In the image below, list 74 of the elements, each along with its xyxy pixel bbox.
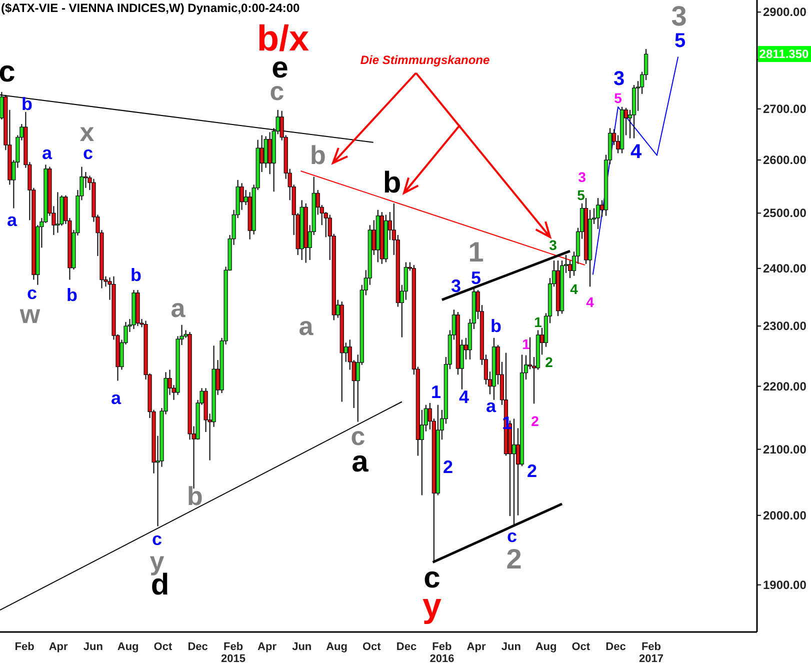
y-tick-label: 2600.00 [763, 153, 807, 167]
x-tick-label: Dec [188, 641, 208, 653]
x-tick-label: Jun [83, 641, 104, 653]
annotation: 4 [630, 141, 642, 163]
annotation: 4 [458, 387, 470, 407]
annotation: 4 [570, 281, 578, 297]
x-tick-label: Aug [117, 641, 139, 653]
x-tick-label: Oct [154, 641, 172, 653]
annotation: 4 [586, 294, 594, 310]
annotation: 2 [545, 354, 554, 370]
annotation: 2 [442, 457, 454, 477]
annotation: 1 [468, 236, 484, 268]
candlestick [596, 198, 600, 230]
chart-title: ($ATX-VIE - VIENNA INDICES,W) Dynamic,0:00-24:00 [1, 1, 300, 15]
annotation: Die Stimmungskanone [360, 53, 490, 67]
annotation: b [382, 166, 402, 200]
annotation: b [22, 94, 32, 114]
x-tick-label: Apr [48, 641, 69, 653]
x-tick-label: Dec [606, 641, 626, 653]
y-tick-label: 2700.00 [763, 102, 807, 116]
annotation: c [506, 526, 518, 546]
annotation: a [42, 143, 53, 163]
annotation: a [6, 210, 18, 230]
x-tick-label: Feb 2017 [638, 641, 664, 663]
candlestick [268, 132, 272, 175]
annotation: b [310, 140, 326, 170]
x-tick-label: Jun [292, 641, 312, 653]
x-tick-label: Feb 2015 [221, 641, 246, 663]
x-tick-label: Feb [14, 641, 35, 653]
x-tick-label: Feb 2016 [430, 641, 454, 663]
annotation: 5 [674, 30, 686, 52]
annotation: b [66, 285, 78, 305]
annotation: 1 [534, 314, 542, 330]
annotation: 5 [470, 268, 482, 288]
annotation: 2 [526, 461, 538, 481]
x-tick-label: Oct [572, 641, 590, 653]
x-tick-label: Apr [258, 641, 278, 653]
annotation: 3 [549, 237, 558, 253]
candlestick [56, 192, 60, 234]
annotation: b [490, 316, 502, 336]
annotation: b [187, 481, 203, 511]
annotation: a [298, 311, 314, 341]
x-tick-label: Aug [535, 641, 557, 653]
candlestick [264, 136, 268, 168]
x-tick-label: Apr [466, 641, 486, 653]
annotation: 2 [506, 544, 522, 574]
y-tick-label: 2300.00 [763, 319, 807, 334]
annotation: 3 [450, 276, 462, 296]
x-tick-label: Aug [326, 641, 348, 653]
y-tick-label: 2500.00 [763, 206, 807, 220]
y-tick-label: 2100.00 [763, 442, 807, 456]
annotation: 5 [577, 187, 586, 203]
annotation: a [110, 388, 122, 408]
x-tick-label: Oct [362, 641, 382, 653]
text: 2811.350 [759, 47, 810, 61]
annotation: 2 [531, 413, 540, 429]
annotation: c [152, 529, 162, 549]
annotation: 3 [613, 68, 625, 90]
annotation: 5 [614, 90, 622, 106]
annotation: 1 [430, 382, 442, 402]
y-tick-label: 2400.00 [763, 261, 807, 276]
annotation: c [0, 56, 16, 88]
y-tick-label: 1900.00 [763, 578, 807, 592]
y-tick-label: 2000.00 [763, 508, 807, 522]
annotation: a [486, 396, 497, 416]
annotation: a [170, 293, 186, 323]
y-tick-label: 2900.00 [763, 5, 807, 20]
x-tick-label: Dec [396, 641, 417, 653]
y-tick-label: 2200.00 [763, 379, 807, 394]
annotation: 3 [578, 169, 586, 185]
annotation: 1 [522, 336, 530, 352]
x-tick-label: Jun [501, 641, 522, 653]
annotation: b [130, 265, 142, 285]
annotation: 3 [671, 0, 687, 32]
